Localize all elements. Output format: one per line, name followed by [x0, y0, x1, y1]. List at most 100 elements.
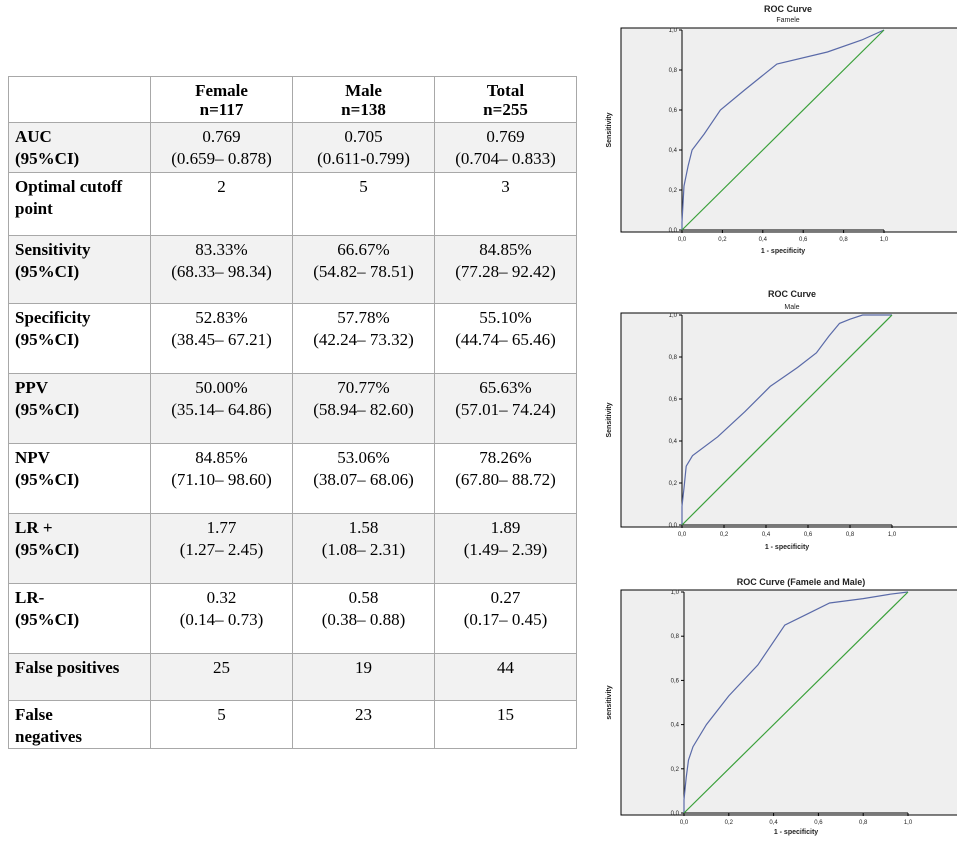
roc-curve-line [681, 314, 892, 525]
x-tick-label: 1,0 [904, 820, 913, 826]
cell-female: 0.32 (0.14– 0.73) [150, 583, 293, 654]
cell-total: 78.26% (67.80– 88.72) [434, 443, 577, 514]
reference-line [681, 314, 893, 526]
cell-male: 70.77% (58.94– 82.60) [292, 373, 435, 444]
cell-male: 19 [292, 653, 435, 701]
cell-female: 52.83% (38.45– 67.21) [150, 303, 293, 374]
x-tick-label: 1,0 [880, 237, 889, 243]
y-tick-label: 0,4 [671, 723, 680, 729]
y-tick-label: 0,8 [669, 355, 678, 361]
cell-female: 5 [150, 700, 293, 749]
cell-total: 84.85% (77.28– 92.42) [434, 235, 577, 304]
table-row: NPV (95%CI) 84.85% (71.10– 98.60) 53.06% (38.… [8, 443, 577, 514]
cell-male: 1.58 (1.08– 2.31) [292, 513, 435, 584]
table-row: LR + (95%CI) 1.77 (1.27– 2.45) 1.58 (1.08– 2.… [8, 513, 577, 584]
table-row: Optimal cutoff point 2 5 3 [8, 172, 577, 236]
x-tick-label: 0,2 [718, 237, 727, 243]
table-row: AUC (95%CI) 0.769 (0.659– 0.878) 0.705 (0.611… [8, 122, 577, 173]
y-tick-label: 0,8 [671, 634, 680, 640]
y-tick-label: 0,0 [669, 523, 678, 529]
x-tick-label: 0,6 [814, 820, 823, 826]
cell-total: 3 [434, 172, 577, 236]
y-tick-label: 0,8 [669, 68, 678, 74]
chart-panel [620, 589, 957, 816]
x-tick-label: 0,4 [759, 237, 768, 243]
cell-male: 0.705 (0.611-0.799) [292, 122, 435, 173]
chart-title: ROC Curve (Famele and Male) [737, 577, 866, 587]
x-tick-label: 0,0 [678, 532, 687, 538]
y-tick-label: 1,0 [671, 590, 680, 596]
x-tick-label: 0,6 [804, 532, 813, 538]
table-row: LR- (95%CI) 0.32 (0.14– 0.73) 0.58 (0.38– 0.8… [8, 583, 577, 654]
x-tick-label: 1,0 [888, 532, 897, 538]
x-tick-label: 0,2 [720, 532, 729, 538]
roc-curve-line [683, 591, 909, 813]
row-label: Optimal cutoff point [8, 172, 151, 236]
chart-panel [620, 312, 957, 528]
row-label: NPV (95%CI) [8, 443, 151, 514]
cell-male: 23 [292, 700, 435, 749]
chart-title: ROC Curve [764, 4, 812, 14]
y-tick-label: 0,6 [671, 678, 680, 684]
x-tick-label: 0,8 [846, 532, 855, 538]
row-label: Sensitivity (95%CI) [8, 235, 151, 304]
y-tick-label: 0,6 [669, 108, 678, 114]
cell-female: 84.85% (71.10– 98.60) [150, 443, 293, 514]
chart-title: ROC Curve [768, 289, 816, 299]
y-axis-label: Sensitivity [606, 112, 613, 147]
table-row: Sensitivity (95%CI) 83.33% (68.33– 98.34) 66… [8, 235, 577, 304]
y-tick-label: 0,0 [671, 811, 680, 817]
x-axis-label: 1 - specificity [761, 248, 805, 255]
table-row: PPV (95%CI) 50.00% (35.14– 64.86) 70.77% (58.… [8, 373, 577, 444]
x-tick-label: 0,6 [799, 237, 808, 243]
cell-total: 55.10% (44.74– 65.46) [434, 303, 577, 374]
reference-line [683, 591, 909, 814]
cell-female: 1.77 (1.27– 2.45) [150, 513, 293, 584]
row-label: False positives [8, 653, 151, 701]
y-tick-label: 0,4 [669, 439, 678, 445]
reference-line [681, 29, 885, 231]
row-label: AUC (95%CI) [8, 122, 151, 173]
cell-total: 65.63% (57.01– 74.24) [434, 373, 577, 444]
header-cell-total: Total n=255 [434, 76, 577, 123]
y-axis-label: sensitivity [606, 685, 613, 719]
chart-panel [620, 27, 957, 233]
cell-male: 0.58 (0.38– 0.88) [292, 583, 435, 654]
y-axis-label: Sensitivity [606, 402, 613, 437]
row-label: LR- (95%CI) [8, 583, 151, 654]
x-axis-label: 1 - specificity [765, 544, 809, 551]
cell-female: 2 [150, 172, 293, 236]
table-row: Specificity (95%CI) 52.83% (38.45– 67.21) 57… [8, 303, 577, 374]
x-tick-label: 0,0 [680, 820, 689, 826]
x-axis-label: 1 - specificity [774, 829, 818, 836]
statistics-table: Female n=117 Male n=138 Total n=255 AUC (95%… [8, 76, 577, 749]
y-tick-label: 1,0 [669, 313, 678, 319]
y-tick-label: 0,0 [669, 228, 678, 234]
cell-female: 83.33% (68.33– 98.34) [150, 235, 293, 304]
roc-curve-line [681, 29, 885, 230]
table-row: False positives 25 19 44 [8, 653, 577, 701]
x-tick-label: 0,8 [839, 237, 848, 243]
y-tick-label: 0,2 [671, 767, 680, 773]
x-tick-label: 0,2 [725, 820, 734, 826]
y-tick-label: 1,0 [669, 28, 678, 34]
x-tick-label: 0,8 [859, 820, 868, 826]
cell-total: 15 [434, 700, 577, 749]
cell-female: 50.00% (35.14– 64.86) [150, 373, 293, 444]
table-row: False negatives 5 23 15 [8, 700, 577, 749]
y-tick-label: 0,4 [669, 148, 678, 154]
chart-subtitle: Famele [776, 17, 799, 24]
x-tick-label: 0,0 [678, 237, 687, 243]
cell-female: 25 [150, 653, 293, 701]
y-tick-label: 0,2 [669, 481, 678, 487]
cell-total: 0.769 (0.704– 0.833) [434, 122, 577, 173]
cell-female: 0.769 (0.659– 0.878) [150, 122, 293, 173]
cell-male: 53.06% (38.07– 68.06) [292, 443, 435, 514]
row-label: False negatives [8, 700, 151, 749]
cell-male: 66.67% (54.82– 78.51) [292, 235, 435, 304]
row-label: PPV (95%CI) [8, 373, 151, 444]
x-tick-label: 0,4 [762, 532, 771, 538]
cell-total: 1.89 (1.49– 2.39) [434, 513, 577, 584]
cell-male: 5 [292, 172, 435, 236]
